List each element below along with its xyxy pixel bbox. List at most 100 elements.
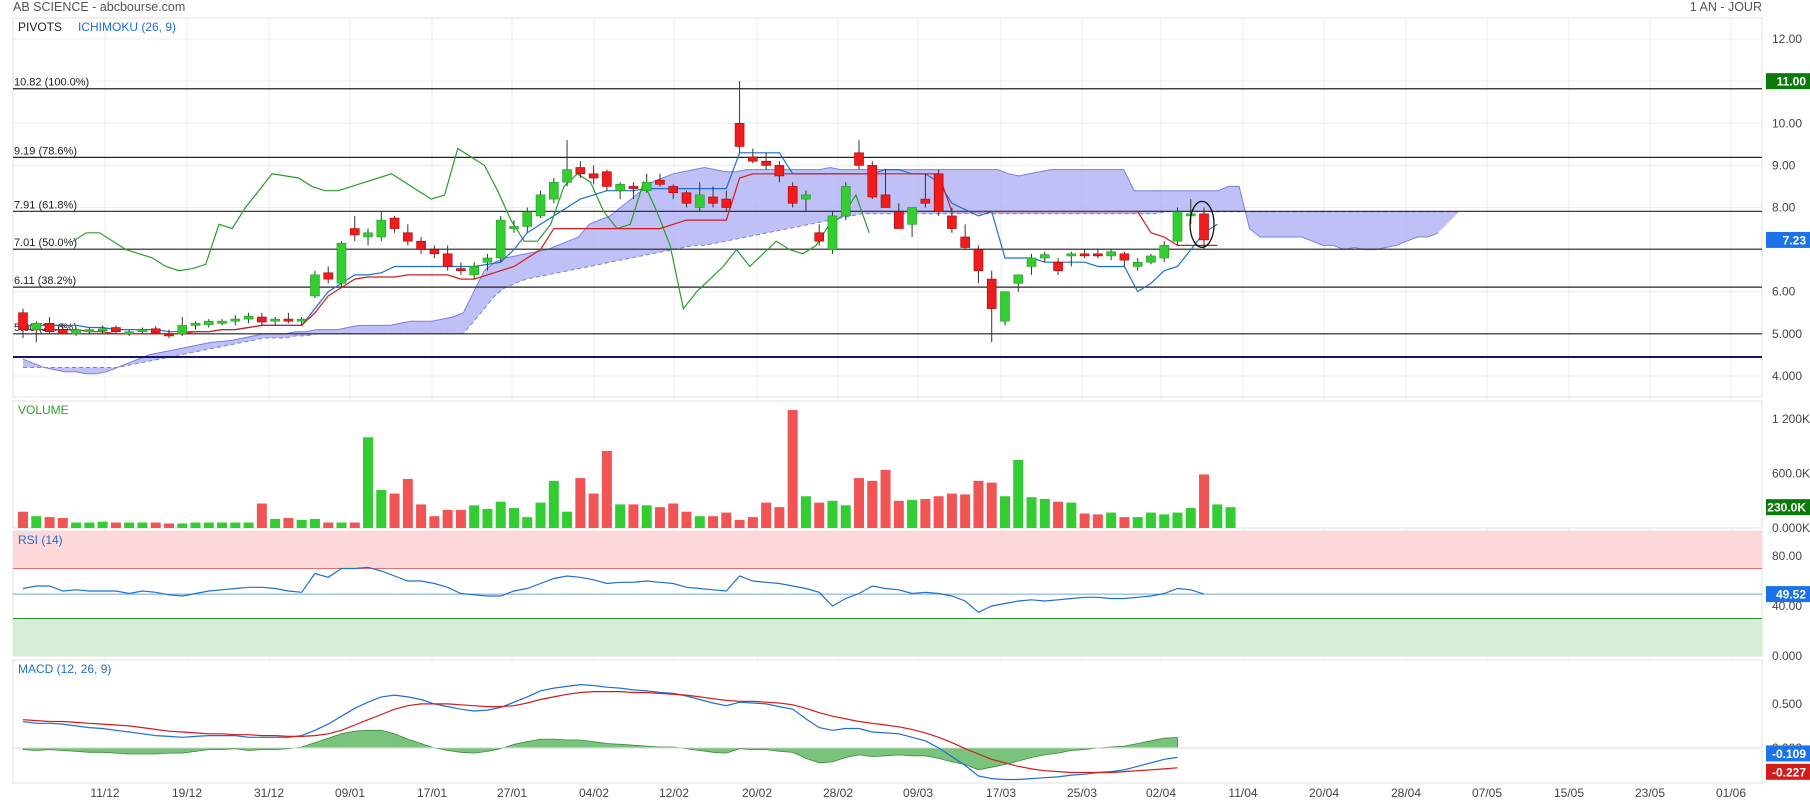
candle xyxy=(774,165,785,177)
candle xyxy=(615,184,625,191)
pivot-label: 7.01 (50.0%) xyxy=(14,237,77,249)
macd-badge-bg xyxy=(1766,745,1810,762)
date-axis-label: 19/12 xyxy=(172,786,202,800)
candle xyxy=(257,316,267,323)
volume-bar xyxy=(57,518,68,528)
date-axis-label: 20/02 xyxy=(742,786,772,800)
date-axis-label: 11/12 xyxy=(90,786,119,800)
candle xyxy=(894,211,904,229)
volume-bar xyxy=(548,480,559,528)
volume-bar xyxy=(336,522,347,528)
volume-bar xyxy=(761,502,772,528)
price-axis-label: 8.00 xyxy=(1772,201,1796,215)
candle xyxy=(840,186,851,217)
date-axis-label: 28/02 xyxy=(823,786,853,800)
candle xyxy=(58,329,68,335)
period-label[interactable]: 1 AN - JOUR xyxy=(1689,0,1762,14)
candle xyxy=(283,318,294,322)
candle xyxy=(363,232,373,238)
macd-axis-label: 0.500 xyxy=(1772,697,1802,711)
volume-bar xyxy=(681,511,692,528)
candle xyxy=(562,169,572,183)
candle xyxy=(389,217,400,229)
volume-bar xyxy=(469,505,480,528)
volume-bar xyxy=(1026,497,1037,528)
volume-bar xyxy=(535,502,546,528)
price-axis-label: 4.000 xyxy=(1772,369,1802,383)
candle xyxy=(71,329,81,335)
candle xyxy=(960,236,970,248)
tenkan-sen xyxy=(23,173,1218,335)
volume-bar xyxy=(309,518,320,528)
candle xyxy=(655,179,665,185)
volume-bar xyxy=(654,507,665,528)
date-axis-label: 17/03 xyxy=(986,786,1016,800)
volume-bar xyxy=(349,522,360,528)
volume-bar xyxy=(1132,517,1143,528)
macd-panel xyxy=(12,659,1763,784)
volume-axis-label: 600.0K xyxy=(1772,467,1810,481)
volume-bar xyxy=(190,522,201,528)
volume-bar xyxy=(960,494,971,528)
candle xyxy=(1026,257,1037,267)
candle xyxy=(748,156,758,162)
candle xyxy=(880,194,891,208)
volume-bar xyxy=(243,522,254,528)
candle xyxy=(1053,261,1063,271)
candle xyxy=(482,257,493,263)
volume-bar xyxy=(1106,512,1117,528)
pivot-label: 10.82 (100.0%) xyxy=(14,77,89,89)
candle xyxy=(177,325,188,335)
candle xyxy=(509,226,519,229)
candle xyxy=(349,228,360,236)
volume-bar xyxy=(774,507,785,528)
candle xyxy=(973,249,984,271)
price-axis-label: 6.00 xyxy=(1772,285,1796,299)
chikou-span xyxy=(72,147,870,310)
volume-bar xyxy=(787,410,798,528)
volume-bar xyxy=(986,482,997,528)
date-axis-label: 12/02 xyxy=(659,786,689,800)
candle xyxy=(1079,253,1090,257)
volume-bar xyxy=(44,517,55,528)
candle xyxy=(854,152,864,166)
candle xyxy=(111,327,121,333)
macd-line xyxy=(22,683,1178,781)
candle xyxy=(535,194,546,217)
price-axis-label: 10.00 xyxy=(1772,116,1802,130)
volume-bar xyxy=(668,503,679,528)
volume-bar xyxy=(933,496,944,528)
candle xyxy=(1066,253,1077,257)
volume-bar xyxy=(880,469,891,528)
volume-bar xyxy=(615,504,626,528)
volume-bar xyxy=(495,501,506,528)
candle xyxy=(1159,245,1170,259)
candle xyxy=(230,318,241,322)
volume-bar xyxy=(84,522,95,528)
volume-bar xyxy=(482,508,493,528)
volume-bar xyxy=(230,522,241,528)
date-axis-label: 09/03 xyxy=(903,786,933,800)
candle xyxy=(296,318,307,322)
candle xyxy=(310,274,320,297)
chart-title: AB SCIENCE - abcbourse.com xyxy=(13,0,186,14)
candle xyxy=(97,328,108,332)
date-axis-label: 20/04 xyxy=(1309,786,1339,800)
volume-bar xyxy=(389,493,400,528)
date-axis-label: 09/01 xyxy=(335,786,365,800)
volume-bar xyxy=(708,516,719,528)
volume-bar xyxy=(694,516,705,528)
date-axis-label: 27/01 xyxy=(497,786,527,800)
candle xyxy=(761,160,771,166)
volume-bar xyxy=(177,523,188,528)
rsi-label: RSI (14) xyxy=(18,533,63,547)
candle xyxy=(469,266,479,276)
date-axis-label: 23/05 xyxy=(1635,786,1665,800)
volume-bar xyxy=(641,505,652,528)
volume-bar xyxy=(270,518,281,528)
candle xyxy=(203,320,214,325)
candle xyxy=(31,323,42,330)
candle xyxy=(1119,253,1130,261)
volume-bar xyxy=(588,493,599,528)
